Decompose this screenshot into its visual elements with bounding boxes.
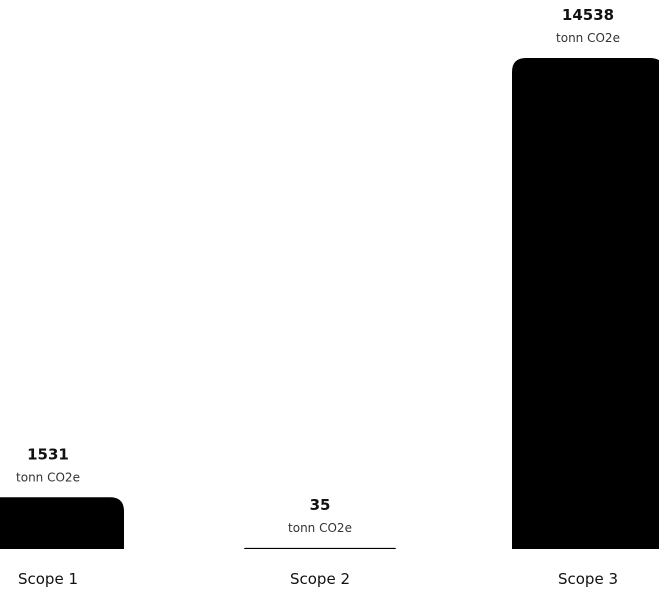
category-label-scope-1: Scope 1: [18, 570, 78, 588]
unit-label-scope-1: tonn CO2e: [16, 470, 80, 484]
unit-label-scope-3: tonn CO2e: [556, 31, 620, 45]
unit-label-scope-2: tonn CO2e: [288, 521, 352, 535]
bar-scope-2: [244, 547, 396, 549]
category-labels-group: Scope 1 Scope 2 Scope 3: [18, 570, 618, 588]
value-label-scope-1: 1531: [27, 445, 69, 463]
category-label-scope-2: Scope 2: [290, 570, 350, 588]
bars-group: [0, 58, 659, 549]
bar-scope-1: [0, 497, 124, 549]
value-labels-group: 1531 tonn CO2e 35 tonn CO2e 14538 tonn CO2e: [16, 6, 620, 535]
value-label-scope-3: 14538: [562, 6, 614, 24]
value-label-scope-2: 35: [310, 496, 331, 514]
bar-scope-3: [512, 58, 659, 549]
category-label-scope-3: Scope 3: [558, 570, 618, 588]
